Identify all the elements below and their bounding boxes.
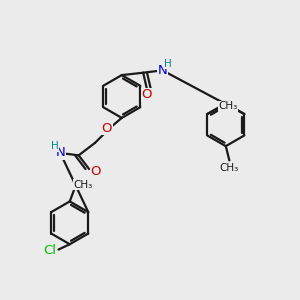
Text: H: H bbox=[51, 141, 59, 152]
Text: CH₃: CH₃ bbox=[218, 101, 238, 111]
Text: Cl: Cl bbox=[44, 244, 57, 257]
Text: O: O bbox=[90, 166, 101, 178]
Text: O: O bbox=[102, 122, 112, 134]
Text: N: N bbox=[56, 146, 65, 160]
Text: N: N bbox=[157, 64, 167, 77]
Text: CH₃: CH₃ bbox=[220, 163, 239, 173]
Text: CH₃: CH₃ bbox=[74, 180, 93, 190]
Text: H: H bbox=[164, 59, 172, 69]
Text: O: O bbox=[142, 88, 152, 101]
